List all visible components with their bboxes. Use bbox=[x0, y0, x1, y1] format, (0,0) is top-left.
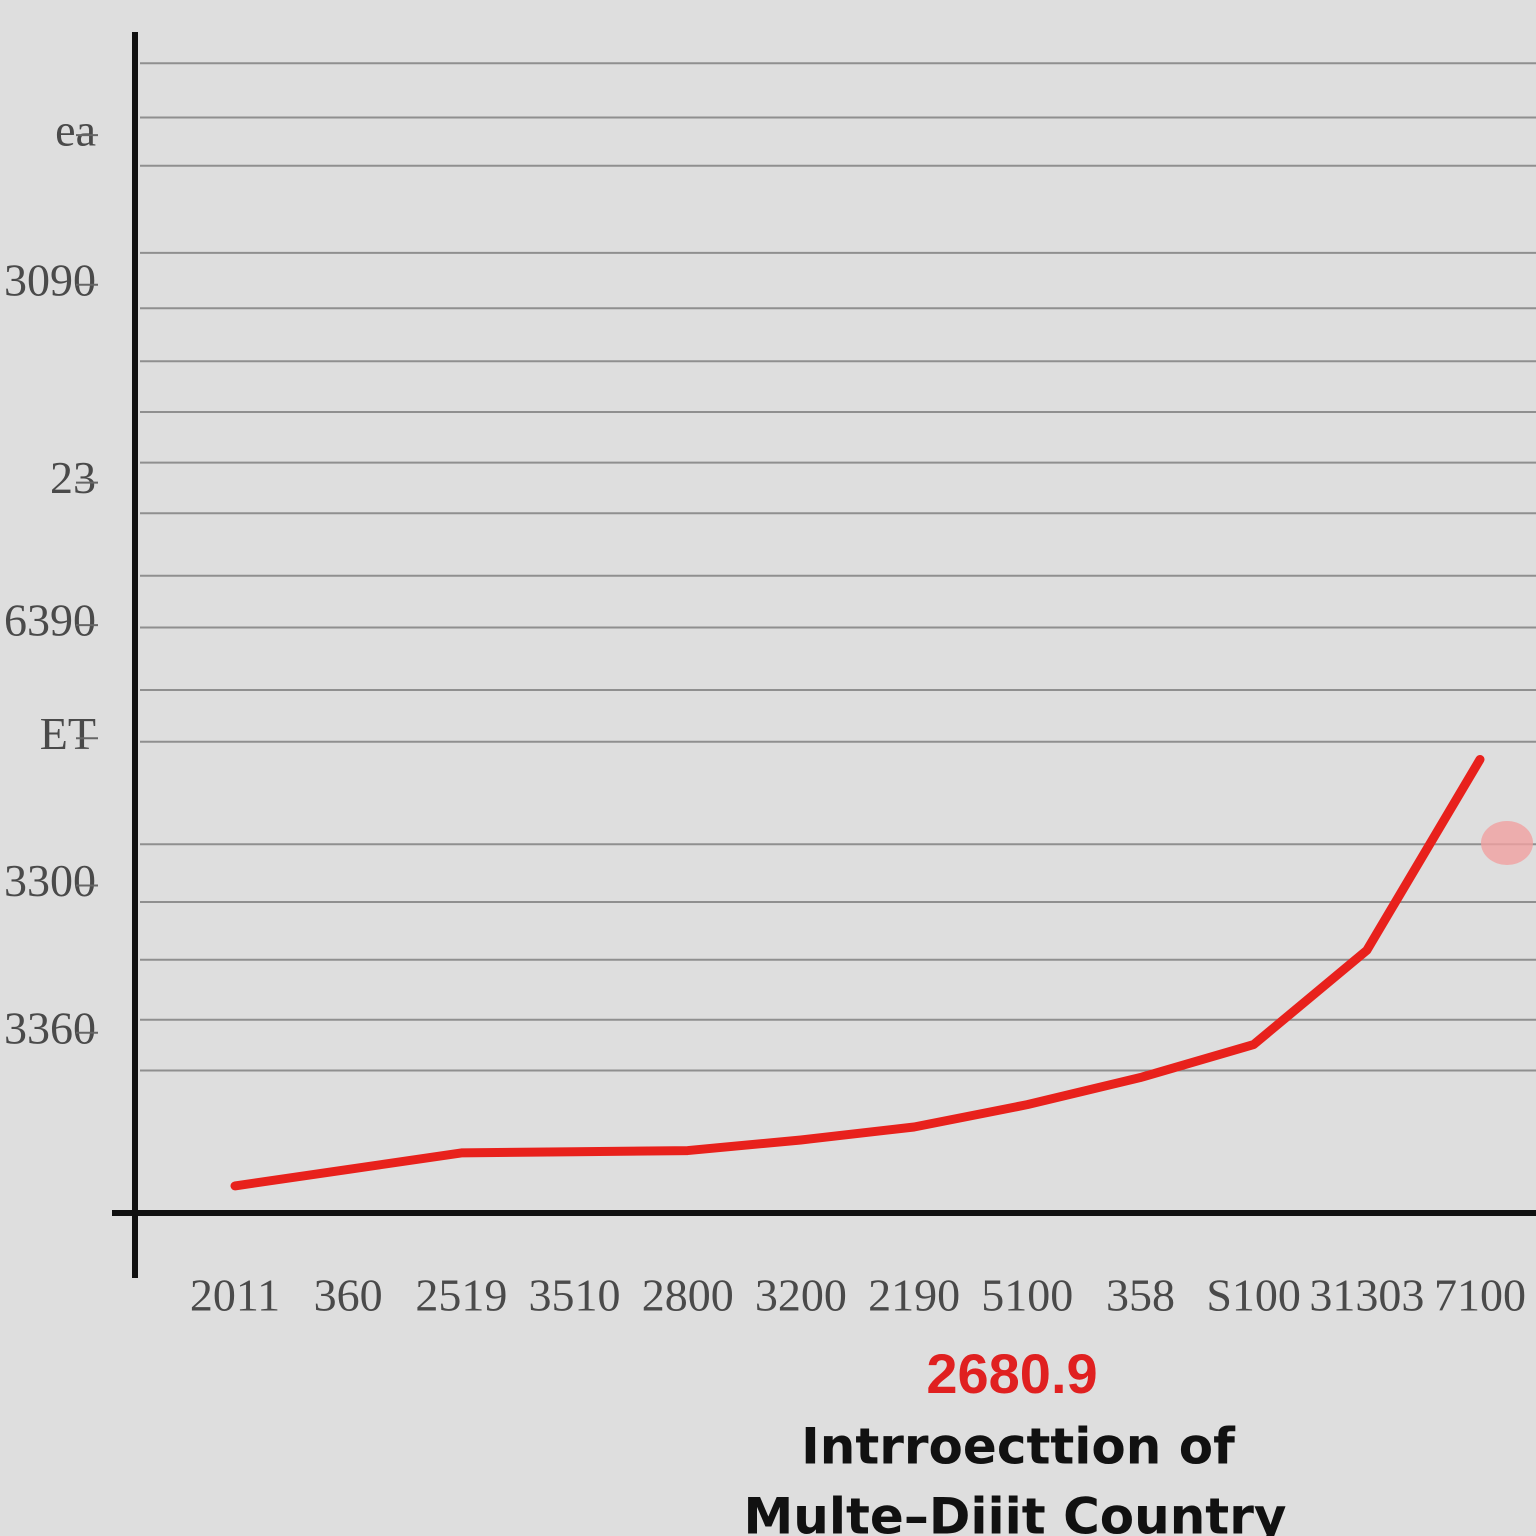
x-tick-label: 3510 bbox=[529, 1270, 621, 1321]
x-tick-label: 358 bbox=[1106, 1270, 1175, 1321]
x-tick-label: 2519 bbox=[415, 1270, 507, 1321]
y-tick-label: 3300 bbox=[4, 855, 96, 906]
x-tick-label: 7100 bbox=[1434, 1270, 1526, 1321]
y-tick-label: 23 bbox=[50, 452, 96, 503]
grid-group bbox=[140, 62, 1536, 1072]
y-tick-label: 3090 bbox=[4, 254, 96, 305]
annotation: 2680.9 bbox=[926, 1342, 1097, 1405]
chart-title: Intrroecttion of bbox=[801, 1418, 1236, 1476]
chart-subtitle: Multe–Diiit Country bbox=[744, 1488, 1287, 1536]
x-tick-label: 2800 bbox=[642, 1270, 734, 1321]
x-tick-label: 360 bbox=[314, 1270, 383, 1321]
x-tick-label: 2190 bbox=[868, 1270, 960, 1321]
y-tick-label: ea bbox=[55, 105, 96, 156]
marker-blob bbox=[1481, 821, 1533, 865]
y-tick-label: ET bbox=[40, 708, 96, 759]
x-tick-label: 3200 bbox=[755, 1270, 847, 1321]
y-tick-label: 3360 bbox=[4, 1002, 96, 1053]
x-tick-label: S100 bbox=[1206, 1270, 1301, 1321]
x-tick-label: 5100 bbox=[981, 1270, 1073, 1321]
x-tick-label: 2011 bbox=[190, 1270, 280, 1321]
x-tick-label: 31303 bbox=[1309, 1270, 1424, 1321]
y-tick-label: 6390 bbox=[4, 595, 96, 646]
data-line bbox=[230, 754, 1485, 1191]
